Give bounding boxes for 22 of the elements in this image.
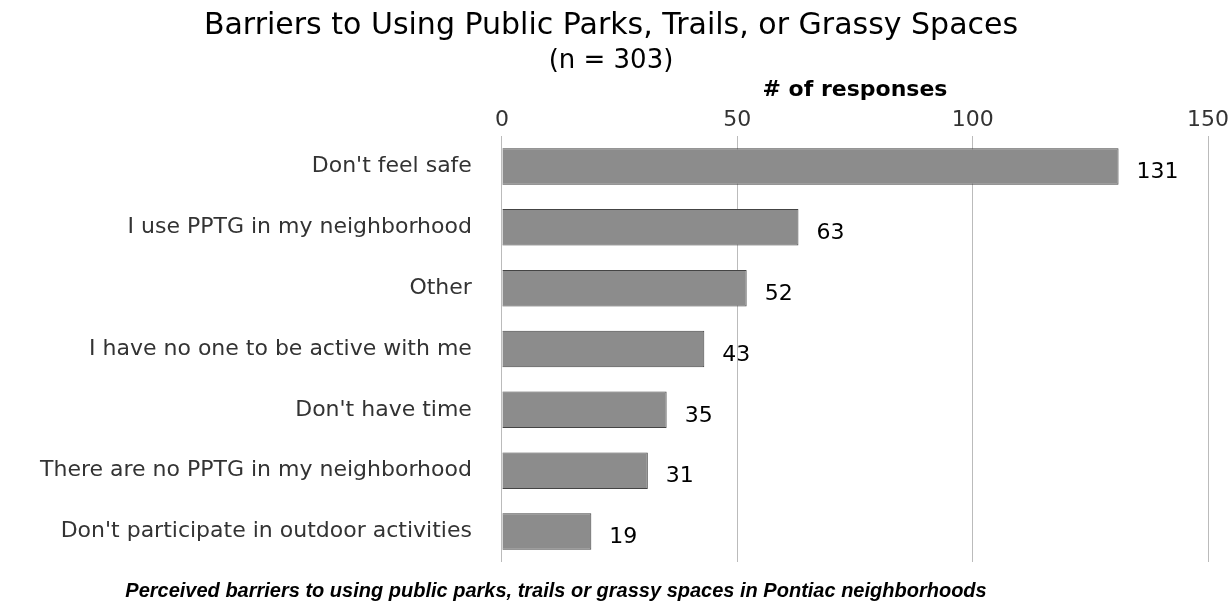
y-tick-label: Don't have time bbox=[295, 395, 472, 421]
chart-subtitle: (n = 303) bbox=[548, 44, 674, 75]
data-label: 43 bbox=[722, 340, 751, 366]
data-label: 63 bbox=[816, 219, 845, 244]
data-label: 19 bbox=[609, 523, 638, 549]
x-axis-title: # of responses bbox=[762, 76, 948, 102]
data-label: 131 bbox=[1136, 158, 1179, 184]
data-label: 52 bbox=[764, 279, 793, 305]
data-label: 31 bbox=[665, 462, 694, 488]
x-tick-label: 150 bbox=[1187, 105, 1229, 131]
y-tick-label: Don't feel safe bbox=[311, 152, 472, 178]
y-tick-label: I use PPTG in my neighborhood bbox=[127, 213, 472, 238]
y-tick-label: Don't participate in outdoor activities bbox=[60, 517, 472, 543]
chart-title: Barriers to Using Public Parks, Trails, or Grassy Spaces bbox=[203, 5, 1019, 41]
text: Perceived barriers to using public parks, trails or grassy spaces in Pontiac neighborhoods bbox=[125, 579, 987, 601]
y-tick-label: There are no PPTG in my neighborhood bbox=[39, 456, 472, 482]
x-tick-label: 100 bbox=[951, 105, 994, 131]
x-tick-label: 50 bbox=[723, 105, 752, 131]
y-tick-label: Other bbox=[409, 273, 473, 299]
data-label: 35 bbox=[684, 401, 713, 427]
x-tick-label: 0 bbox=[494, 105, 509, 131]
y-tick-label: I have no one to be active with me bbox=[89, 334, 472, 360]
